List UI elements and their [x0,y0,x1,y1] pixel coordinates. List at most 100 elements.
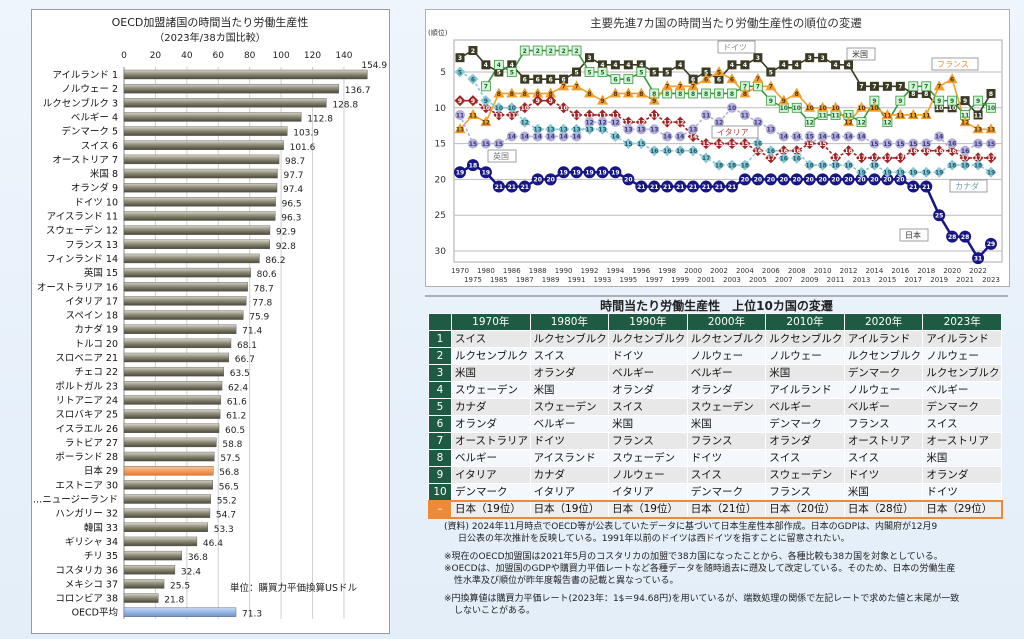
rank-label: 16 [780,148,788,155]
rank-label: 9 [898,98,902,105]
category-label: フランス 13 [65,240,118,251]
italy-marker [959,152,971,164]
country-cell: ノルウェー [686,347,767,365]
france-marker [493,87,505,98]
series-label-box [949,179,988,193]
canada-marker [493,102,505,114]
category-label: スロベニア 21 [55,353,118,364]
rank-label: 6 [717,76,721,83]
country-cell: オランダ [529,364,610,382]
rank-label: 6 [691,76,695,83]
country-cell: オランダ [451,415,531,433]
table-header-row: 1970年 1980年 1990年 2000年 2010年 2020年 2023年 [428,313,1002,331]
germany-marker [532,45,543,56]
france-marker [855,101,867,112]
france-marker [571,80,583,91]
rank-label: 4 [613,62,617,69]
japan-marker [687,180,700,193]
rank-label: 21 [922,184,930,191]
rank-label: 12 [806,119,814,126]
uk-marker [597,117,608,128]
category-label: …ニュージーランド [33,495,118,506]
germany-marker [519,45,530,56]
column-header: 2023年 [922,313,1002,331]
country-cell: 米国 [529,381,610,399]
rank-label: 8 [652,91,656,98]
canada-marker [545,123,557,135]
italy-marker [817,138,829,150]
x-tick-label: 2013 [853,276,871,284]
value-label: 97.4 [283,185,303,195]
rank-label: 11 [469,112,477,119]
rank-label: 6 [562,76,566,83]
x-tick-label: 2000 [684,267,702,275]
rank-label: 8 [691,91,695,98]
x-tick-label: 0 [121,51,127,61]
rank-label: 16 [948,141,956,148]
rank-label: 20 [883,177,891,184]
rank-label: 2 [471,48,475,55]
x-tick-label: 2007 [775,276,793,284]
rank-label: 20 [896,177,904,184]
category-label: トルコ 20 [75,339,118,350]
canada-marker [855,166,867,178]
germany-marker [636,67,647,77]
rank-label: 11 [974,112,982,119]
italy-marker [752,145,764,157]
bar [123,593,159,603]
rank-label: 11 [508,112,516,119]
country-cell: ベルギー [686,364,767,382]
rank-label: 4 [833,62,837,69]
country-cell: スウェーデン [608,449,688,467]
x-tick-label: 2020 [943,267,961,275]
country-cell: ノルウェー [765,347,845,365]
uk-marker [571,131,582,142]
rank-cell: 2 [428,347,452,365]
rank-label: 19 [598,170,606,177]
france-marker [946,73,958,84]
italy-marker [687,130,699,142]
x-tick-label: 1980 [477,267,495,275]
rank-label: 15 [974,141,982,148]
france-marker [661,80,673,91]
canada-marker [713,159,725,171]
japan-marker [985,237,997,250]
note-revision: ※OECDは、加盟国のGDPや購買力平価レートなど各種データを随時過去に遡及して… [444,564,956,574]
japan-marker [648,180,661,193]
rank-label: 4 [626,62,630,69]
rank-label: 12 [663,119,671,126]
series-label: 日本 [905,230,921,240]
italy-marker [946,145,958,157]
category-label: スイス 6 [81,141,118,152]
rank-label: 8 [924,91,928,98]
bar [123,211,276,221]
country-cell: スイス [686,466,767,484]
rank-label: 14 [559,134,567,141]
rank-label: 9 [872,98,876,105]
rank-label: 12 [598,119,606,126]
bar-chart-panel: OECD加盟諸国の時間当たり労働生産性 （2023年/38カ国比較） 0 20 40 60… [31,9,390,634]
canada-marker [817,159,829,171]
france-marker [752,72,764,83]
us-marker [688,74,698,84]
category-label: メキシコ 37 [65,579,118,590]
rank-label: 14 [663,134,671,141]
rank-label: 19 [559,170,567,177]
bar [123,437,217,448]
rank-label: 17 [896,155,904,162]
rank-label: 8 [549,91,553,98]
us-marker [636,60,646,70]
rank-cell: 4 [428,381,452,399]
country-cell: デンマーク [765,415,845,433]
canada-marker [843,159,855,171]
country-cell: 米国 [765,364,845,382]
bar [123,69,368,80]
x-tick-label: 2005 [749,276,767,284]
source-note-cont: 日公表の年次推計を反映している。1991年以前のドイツは西ドイツを指すことに留意… [458,534,850,544]
value-label: 112.8 [307,114,333,124]
x-tick-label: 1991 [568,276,586,284]
japan-marker [583,166,596,179]
japan-marker [700,180,713,193]
rank-label: 12 [482,119,490,126]
rank-label: 5 [769,69,773,76]
